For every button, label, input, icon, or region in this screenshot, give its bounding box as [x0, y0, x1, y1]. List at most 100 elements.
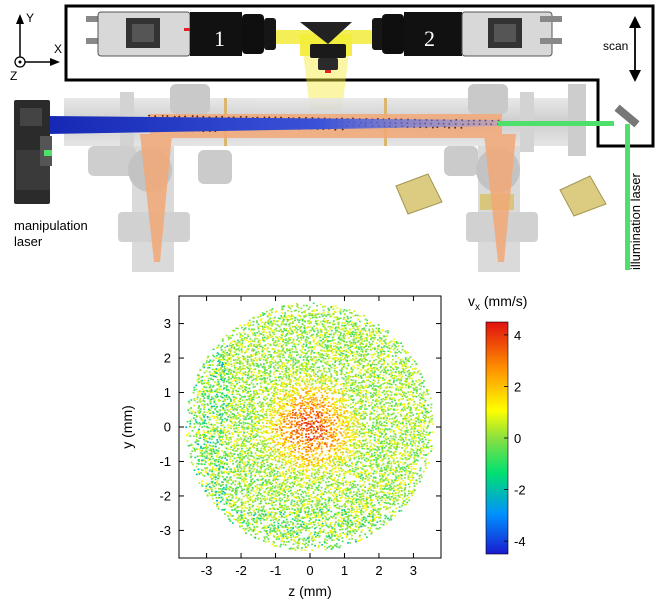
velocity-point [245, 522, 248, 525]
velocity-point [418, 477, 421, 480]
velocity-point [317, 498, 319, 500]
velocity-point [307, 511, 309, 513]
velocity-point [328, 449, 331, 452]
velocity-point [295, 476, 298, 479]
velocity-point [310, 420, 312, 423]
velocity-point [319, 428, 322, 430]
velocity-point [419, 449, 422, 451]
velocity-point [282, 513, 285, 515]
velocity-point [382, 523, 385, 526]
velocity-point [344, 436, 347, 439]
velocity-point [411, 490, 414, 493]
velocity-point [283, 540, 286, 543]
camera-1: 1 [86, 11, 276, 57]
velocity-point [254, 497, 257, 500]
velocity-point [417, 419, 420, 421]
velocity-point [379, 480, 382, 483]
velocity-point [253, 514, 255, 517]
velocity-point [308, 498, 311, 500]
velocity-point [407, 465, 410, 468]
velocity-point [286, 528, 289, 531]
velocity-point [225, 488, 228, 490]
velocity-point [400, 431, 402, 434]
velocity-point [356, 462, 358, 464]
velocity-point [331, 539, 334, 541]
velocity-point [253, 424, 256, 427]
velocity-point [272, 479, 275, 482]
velocity-point [315, 411, 318, 413]
velocity-point [249, 492, 252, 494]
velocity-point [262, 481, 264, 484]
velocity-point [185, 434, 188, 436]
velocity-point [395, 476, 398, 478]
velocity-point [264, 509, 267, 512]
velocity-point [349, 489, 351, 492]
velocity-point [377, 440, 380, 442]
velocity-point [362, 410, 365, 413]
velocity-point [372, 421, 375, 424]
velocity-point [194, 441, 197, 444]
velocity-point [236, 457, 238, 459]
velocity-point [317, 473, 320, 476]
velocity-point [198, 409, 201, 412]
velocity-point [226, 468, 228, 470]
velocity-point [252, 438, 255, 441]
velocity-point [266, 467, 269, 470]
trapped-particle [215, 116, 218, 118]
velocity-point [389, 442, 391, 445]
velocity-point [425, 444, 428, 446]
velocity-point [344, 520, 346, 522]
velocity-point [256, 516, 259, 519]
velocity-point [262, 505, 265, 508]
velocity-point [237, 470, 239, 472]
velocity-point [286, 472, 289, 475]
velocity-point [298, 538, 301, 540]
velocity-point [385, 465, 388, 467]
velocity-point [276, 434, 279, 436]
velocity-point [289, 436, 291, 439]
velocity-point [238, 422, 241, 424]
velocity-point [333, 528, 336, 530]
velocity-point [390, 487, 393, 490]
velocity-point [192, 417, 195, 419]
velocity-point [234, 487, 237, 490]
velocity-point [331, 459, 334, 462]
velocity-point [250, 480, 252, 483]
velocity-point [241, 503, 243, 505]
velocity-point [406, 457, 409, 460]
velocity-point [309, 439, 311, 442]
velocity-point [385, 488, 388, 490]
velocity-point [384, 434, 387, 436]
velocity-point [352, 425, 354, 428]
velocity-point [334, 505, 336, 508]
velocity-point [336, 533, 339, 536]
velocity-point [399, 467, 402, 469]
velocity-point [328, 414, 331, 416]
velocity-point [384, 429, 386, 431]
velocity-point [384, 450, 387, 452]
velocity-point [285, 423, 288, 425]
velocity-point [350, 523, 352, 526]
velocity-point [375, 433, 378, 436]
velocity-point [343, 472, 345, 475]
velocity-point [334, 482, 337, 485]
velocity-point [329, 445, 332, 448]
velocity-point [230, 470, 232, 473]
velocity-point [275, 435, 278, 438]
velocity-point [266, 472, 268, 474]
velocity-point [296, 429, 299, 432]
velocity-point [269, 527, 272, 530]
velocity-point [236, 459, 238, 462]
velocity-point [260, 517, 263, 520]
velocity-point [357, 423, 360, 425]
velocity-point [294, 433, 297, 436]
velocity-point [239, 431, 241, 433]
velocity-point [401, 427, 403, 429]
velocity-point [203, 459, 206, 462]
velocity-point [223, 421, 226, 424]
velocity-point [274, 432, 277, 435]
velocity-point [273, 470, 276, 472]
velocity-point [372, 433, 375, 436]
velocity-point [236, 489, 239, 492]
velocity-point [269, 497, 272, 500]
